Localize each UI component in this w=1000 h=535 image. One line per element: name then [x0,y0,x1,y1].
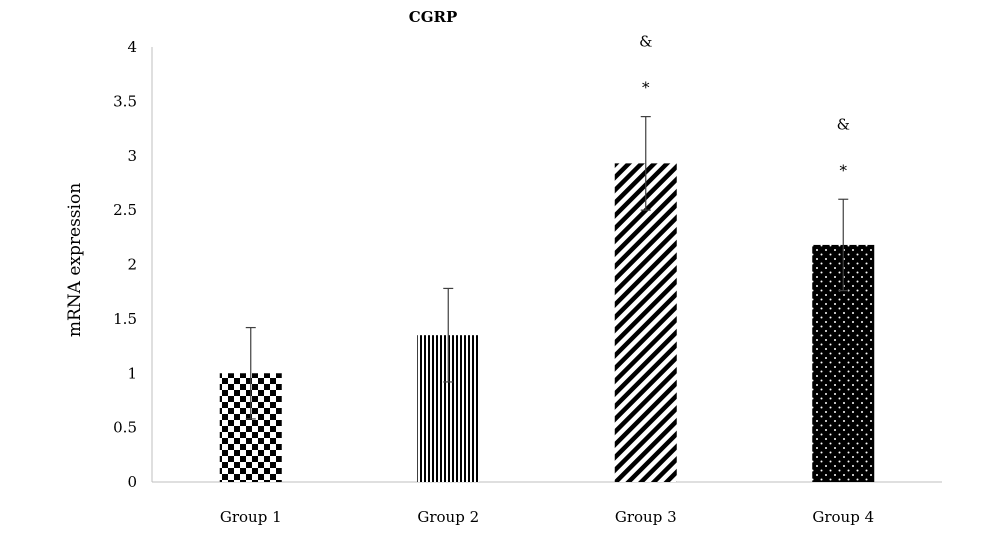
x-tick-labels: Group 1 Group 2 Group 3 Group 4 [220,508,874,526]
error-bars-group [245,115,849,420]
y-tick-label: 1.5 [113,310,137,328]
y-tick-labels: 0 0.5 1 1.5 2 2.5 3 3.5 4 [113,38,137,491]
bars-group [219,163,875,483]
y-tick-label: 3.5 [113,92,137,110]
significance-star: * [642,79,650,97]
y-axis-label: mRNA expression [65,183,85,337]
y-tick-label: 3 [127,147,137,165]
significance-ampersand: & [837,115,850,133]
bar-group-3 [614,163,677,483]
x-tick-label: Group 3 [615,508,677,526]
chart-title: CGRP [409,8,458,26]
y-tick-label: 4 [127,38,137,56]
y-tick-label: 2.5 [113,201,137,219]
y-tick-label: 0.5 [113,419,137,437]
significance-ampersand: & [639,33,652,51]
y-tick-label: 2 [127,256,137,274]
y-tick-label: 0 [127,473,137,491]
x-tick-label: Group 2 [417,508,479,526]
significance-annotations: & * & * [639,33,850,180]
x-tick-label: Group 1 [220,508,282,526]
y-tick-label: 1 [127,364,137,382]
x-tick-label: Group 4 [812,508,874,526]
significance-star: * [840,161,848,179]
